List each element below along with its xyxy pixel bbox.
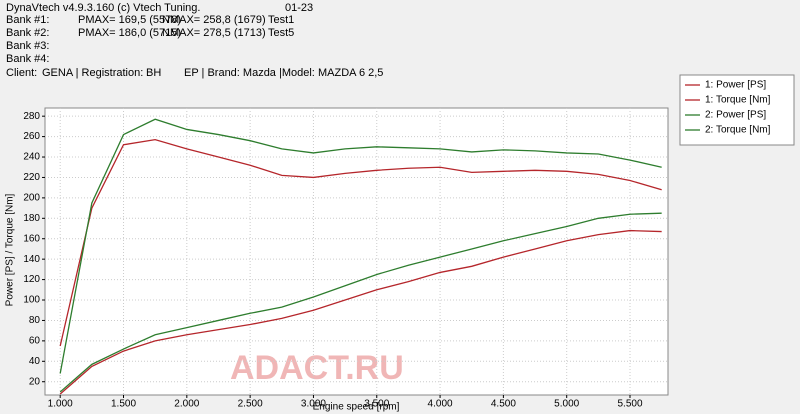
x-tick-label: 3.000 (301, 399, 326, 410)
client-field: BH (146, 67, 161, 79)
bank-field: Bank #3: (6, 40, 49, 52)
y-tick-label: 280 (23, 111, 40, 122)
bank-field: Bank #2: (6, 27, 49, 39)
date: 01-23 (285, 2, 313, 14)
plot-area (44, 107, 669, 396)
x-tick-label: 3.500 (364, 399, 389, 410)
bank-field: PMAX= 186,0 (5715) (78, 27, 181, 39)
client-field: Client: (6, 67, 37, 79)
y-tick-label: 260 (23, 131, 40, 142)
legend-box (679, 74, 795, 146)
y-axis-label: Power [PS] / Torque [Nm] (5, 193, 16, 306)
client-field: MAZDA 6 2,5 (318, 67, 383, 79)
watermark: ADACT.RU (230, 349, 404, 387)
y-tick-label: 140 (23, 254, 40, 265)
y-tick-label: 80 (29, 315, 41, 326)
bank-field: Test5 (268, 27, 294, 39)
legend-label: 2: Power [PS] (705, 110, 766, 121)
x-tick-label: 2.500 (238, 399, 263, 410)
legend-label: 2: Torque [Nm] (705, 125, 771, 136)
y-tick-label: 60 (29, 336, 41, 347)
series-line (59, 118, 662, 374)
y-tick-label: 120 (23, 274, 40, 285)
x-tick-label: 5.500 (617, 399, 642, 410)
bank-field: NMAX= 258,8 (1679) (162, 14, 266, 26)
y-tick-label: 240 (23, 152, 40, 163)
y-tick-label: 180 (23, 213, 40, 224)
bank-field: NMAX= 278,5 (1713) (162, 27, 266, 39)
series-line (59, 229, 662, 395)
series-line (59, 138, 662, 347)
bank-field: Bank #4: (6, 53, 49, 65)
y-tick-label: 40 (29, 356, 41, 367)
bank-field: Bank #1: (6, 14, 49, 26)
y-tick-label: 200 (23, 193, 40, 204)
x-axis-label: Engine speed [rpm] (313, 402, 400, 413)
series-line (59, 212, 662, 393)
bank-field: Test1 (268, 14, 294, 26)
x-tick-label: 2.000 (174, 399, 199, 410)
y-tick-label: 20 (29, 376, 41, 387)
y-tick-label: 160 (23, 233, 40, 244)
x-tick-label: 4.500 (491, 399, 516, 410)
client-field: EP | Brand: Mazda |Model: (184, 67, 315, 79)
x-tick-label: 5.000 (554, 399, 579, 410)
y-tick-label: 100 (23, 295, 40, 306)
client-field: GENA | Registration: (42, 67, 143, 79)
legend-label: 1: Torque [Nm] (705, 95, 771, 106)
bank-field: PMAX= 169,5 (5578) (78, 14, 181, 26)
title: DynaVtech v4.9.3.160 (c) Vtech Tuning. (6, 2, 200, 14)
y-tick-label: 220 (23, 172, 40, 183)
x-tick-label: 1.500 (111, 399, 136, 410)
x-tick-label: 1.000 (48, 399, 73, 410)
legend-label: 1: Power [PS] (705, 80, 766, 91)
x-tick-label: 4.000 (428, 399, 453, 410)
